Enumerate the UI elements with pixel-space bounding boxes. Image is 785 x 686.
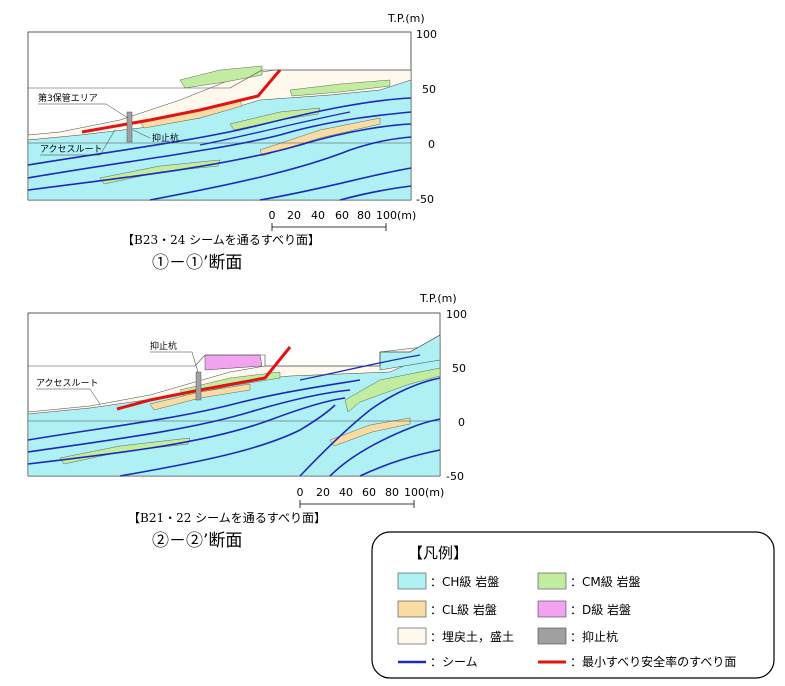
section1-pile-leader bbox=[132, 129, 151, 139]
section2-scale-tick: 40 bbox=[339, 486, 353, 499]
legend-swatch-fill bbox=[397, 627, 427, 645]
section2-pile-label: 抑止杭 bbox=[150, 340, 177, 352]
section1-y-tick: 100 bbox=[416, 28, 437, 41]
legend-label-cl: ：CL級 岩盤 bbox=[430, 602, 497, 617]
section2-platform-outline bbox=[28, 334, 441, 367]
section2-scale-tick: 0 bbox=[297, 486, 304, 499]
section2-seam bbox=[27, 389, 351, 453]
legend-label-seam: ：シーム bbox=[430, 655, 478, 669]
section1-title: ①－①’断面 bbox=[152, 253, 242, 273]
cross-section-2: 抑止杭 アクセスルート T.P.(m) 100 50 0 -50 0 20 40… bbox=[27, 292, 467, 551]
legend-title: 【凡例】 bbox=[408, 544, 468, 562]
section1-pile bbox=[126, 111, 133, 143]
section1-caption: 【B23・24 シームを通るすべり面】 bbox=[122, 233, 320, 247]
section2-caption: 【B21・22 シームを通るすべり面】 bbox=[128, 511, 326, 525]
section2-scale-tick: 80 bbox=[385, 486, 399, 499]
section2-pile-leader bbox=[191, 351, 199, 373]
section1-cl-lens bbox=[259, 117, 381, 157]
section2-title: ②－②’断面 bbox=[152, 531, 242, 551]
section1-scale-tick: 40 bbox=[311, 209, 325, 222]
section1-seam bbox=[27, 111, 412, 179]
legend-swatch-ch bbox=[397, 572, 427, 590]
section1-scale-tick: 100(m) bbox=[376, 209, 416, 222]
section2-scale-tick: 100(m) bbox=[404, 486, 444, 499]
section1-y-tick: 0 bbox=[428, 138, 435, 151]
section2-seam bbox=[299, 354, 421, 381]
legend-label-pile: ：抑止杭 bbox=[570, 629, 618, 644]
section1-storage-leader bbox=[105, 103, 129, 119]
section1-y-tick: -50 bbox=[416, 193, 434, 206]
section2-route-leader bbox=[89, 388, 101, 405]
section2-seam bbox=[119, 404, 336, 477]
section2-seam bbox=[27, 379, 361, 441]
legend-swatch-cl bbox=[397, 600, 427, 618]
section2-scale-tick: 20 bbox=[316, 486, 330, 499]
section2-cm-lens bbox=[344, 367, 441, 413]
section1-seam bbox=[339, 185, 412, 201]
legend-label-cm: ：CM級 岩盤 bbox=[570, 574, 641, 589]
legend-label-fill: ：埋戻土，盛土 bbox=[430, 629, 514, 644]
legend-swatch-cm bbox=[537, 572, 567, 590]
section1-storage-label: 第3保管エリア bbox=[38, 92, 98, 104]
section1-seam bbox=[149, 136, 412, 201]
legend-swatch-d bbox=[537, 600, 567, 618]
legend-swatch-pile bbox=[537, 627, 567, 645]
section2-cl-lens bbox=[329, 417, 411, 447]
section1-cm-lens bbox=[229, 107, 321, 131]
section1-seam bbox=[199, 111, 351, 146]
section1-platform-outline bbox=[28, 69, 411, 89]
section1-scale-tick: 60 bbox=[335, 209, 349, 222]
section2-scale-tick: 60 bbox=[362, 486, 376, 499]
section1-y-tick: 50 bbox=[422, 83, 436, 96]
section2-route-label: アクセスルート bbox=[36, 378, 99, 389]
section1-route-leader bbox=[99, 129, 116, 156]
legend-label-d: ：D級 岩盤 bbox=[570, 602, 631, 617]
section2-y-tick: -50 bbox=[446, 470, 464, 483]
legend-label-slip: ：最小すべり安全率のすべり面 bbox=[570, 654, 736, 669]
section1-seam bbox=[259, 167, 412, 201]
section2-seam bbox=[359, 449, 441, 477]
section2-pile bbox=[195, 371, 202, 401]
section2-axis-unit: T.P.(m) bbox=[419, 292, 457, 305]
section2-y-tick: 0 bbox=[458, 416, 465, 429]
section1-route-label: アクセスルート bbox=[40, 144, 103, 155]
section1-seam bbox=[27, 123, 412, 191]
section2-seam bbox=[299, 377, 441, 477]
section1-cm-lens bbox=[289, 79, 391, 97]
section2-y-tick: 50 bbox=[452, 362, 466, 375]
section1-pile-label: 抑止杭 bbox=[152, 132, 179, 144]
cross-section-1: 第3保管エリア 抑止杭 アクセスルート T.P.(m) 100 50 0 -50… bbox=[27, 12, 437, 273]
section1-seam bbox=[27, 97, 412, 166]
section2-seam bbox=[329, 418, 441, 477]
section2-y-tick: 100 bbox=[446, 308, 467, 321]
section1-scale-tick: 0 bbox=[269, 209, 276, 222]
section2-seam bbox=[27, 397, 346, 465]
section1-scale-tick: 20 bbox=[287, 209, 301, 222]
section1-axis-unit: T.P.(m) bbox=[387, 12, 425, 25]
legend-label-ch: ：CH級 岩盤 bbox=[430, 574, 499, 589]
legend-box bbox=[371, 531, 775, 679]
legend: 【凡例】 ：CH級 岩盤 ：CM級 岩盤 ：CL級 岩盤 ：D級 岩盤 ：埋戻土… bbox=[371, 531, 775, 679]
section1-scale-tick: 80 bbox=[357, 209, 371, 222]
